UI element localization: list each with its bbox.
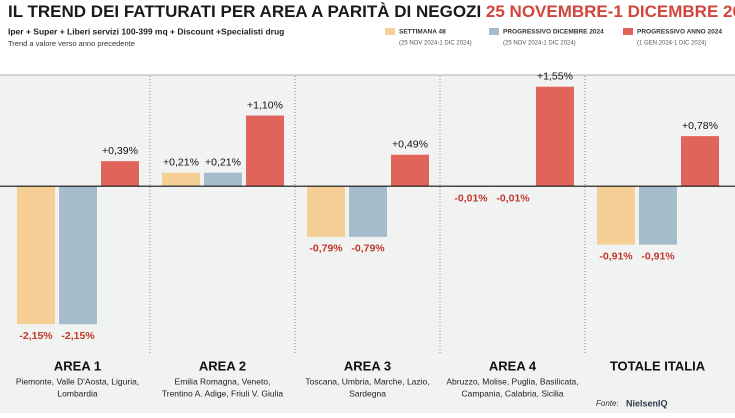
legend-period: (25 NOV 2024-1 DIC 2024) — [399, 41, 472, 47]
bar — [246, 115, 284, 187]
subtitle: Iper + Super + Liberi servizi 100-399 mq… — [8, 26, 284, 36]
value-label: -2,15% — [19, 330, 53, 342]
value-label: +0,49% — [392, 139, 428, 151]
category-label: AREA 1 — [54, 358, 101, 373]
legend-period: (1 GEN 2024-1 DIC 2024) — [637, 41, 706, 47]
bar — [307, 186, 345, 237]
category-label: AREA 3 — [344, 358, 391, 373]
value-label: +1,10% — [247, 99, 283, 111]
category-label: AREA 4 — [489, 358, 537, 373]
bar — [639, 186, 677, 245]
value-label: -0,01% — [454, 193, 488, 205]
source: NielsenIQ — [626, 398, 668, 408]
value-label: -0,91% — [641, 250, 675, 262]
category-detail: Toscana, Umbria, Marche, Lazio, — [305, 376, 429, 386]
value-label: -0,01% — [496, 193, 530, 205]
bar — [59, 186, 97, 325]
value-label: +0,21% — [163, 156, 199, 168]
value-label: -2,15% — [61, 330, 95, 342]
legend-swatch — [385, 28, 395, 35]
bar — [681, 136, 719, 187]
legend-label: PROGRESSIVO ANNO 2024 — [637, 29, 722, 36]
bar — [536, 86, 574, 187]
bar — [162, 172, 200, 187]
bar — [597, 186, 635, 245]
value-label: +1,55% — [537, 70, 573, 82]
value-label: -0,79% — [309, 243, 343, 255]
category-detail: Trentino A. Adige, Friuli V. Giulia — [162, 388, 284, 398]
bar — [391, 154, 429, 187]
legend-label: PROGRESSIVO DICEMBRE 2024 — [503, 29, 604, 36]
category-detail: Lombardia — [57, 388, 97, 398]
category-detail: Piemonte, Valle D'Aosta, Liguria, — [16, 376, 139, 386]
category-detail: Abruzzo, Molise, Puglia, Basilicata, — [446, 376, 578, 386]
category-detail: Sardegna — [349, 388, 386, 398]
value-label: +0,21% — [205, 156, 241, 168]
chart-title: IL TREND DEI FATTURATI PER AREA A PARITÀ… — [8, 2, 735, 21]
value-label: -0,79% — [351, 243, 385, 255]
category-detail: Emilia Romagna, Veneto, — [175, 376, 271, 386]
bar — [204, 172, 242, 187]
value-label: +0,78% — [682, 120, 718, 132]
legend-period: (25 NOV 2024-1 DIC 2024) — [503, 41, 576, 47]
value-label: +0,39% — [102, 145, 138, 157]
legend-label: SETTIMANA 48 — [399, 29, 446, 36]
bar — [17, 186, 55, 325]
category-label: TOTALE ITALIA — [610, 358, 706, 373]
bar — [349, 186, 387, 237]
bar — [101, 161, 139, 187]
category-detail: Campania, Calabria, Sicilia — [461, 388, 563, 398]
legend-swatch — [489, 28, 499, 35]
note: Trend a valore verso anno precedente — [8, 39, 135, 48]
source-label: Fonte: — [596, 399, 619, 408]
legend-swatch — [623, 28, 633, 35]
value-label: -0,91% — [599, 250, 633, 262]
category-label: AREA 2 — [199, 358, 246, 373]
